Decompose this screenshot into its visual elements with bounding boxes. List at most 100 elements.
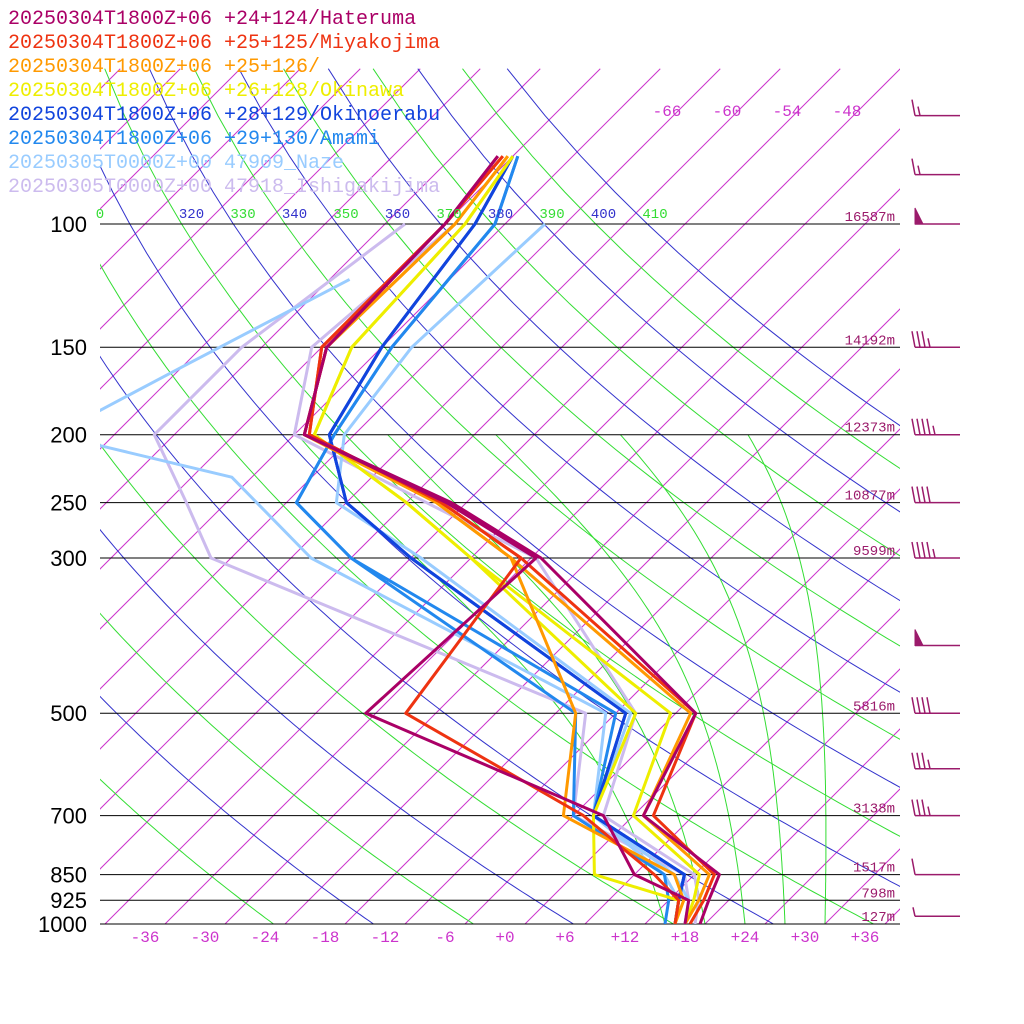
barb-flag: [921, 486, 926, 503]
isotherm-line: [100, 68, 361, 330]
isotherm-line: [644, 668, 900, 924]
barb-flag: [911, 331, 916, 348]
moist-adiabat-line: [495, 434, 746, 924]
pressure-label: 250: [50, 490, 87, 515]
x-tick-label: +30: [791, 929, 820, 947]
pressure-label: 700: [50, 803, 87, 828]
barb-flag: [911, 697, 916, 714]
barb-half-flag: [927, 806, 931, 816]
barb-half-flag: [927, 338, 931, 348]
dewpoint-profile: [100, 278, 681, 924]
moist-adiabat-line: [620, 434, 786, 924]
pressure-label: 850: [50, 862, 87, 887]
isotherm-line: [284, 308, 900, 924]
dry-adiabat-line: [506, 68, 900, 427]
temperature-profile: [302, 155, 721, 924]
dry-adiabat-line: [417, 68, 900, 513]
legend-entry: 20250304T1800Z+06 +28+129/Okinoerabu: [8, 104, 440, 127]
x-tick-label: -6: [435, 929, 454, 947]
x-tick-label: +36: [851, 929, 880, 947]
legend-entry: 20250304T1800Z+06 +25+125/Miyakojima: [8, 32, 440, 55]
x-tick-label: -30: [191, 929, 220, 947]
pressure-label: 500: [50, 701, 87, 726]
barb-flag: [916, 418, 921, 435]
x-tick-label: -36: [131, 929, 160, 947]
dry-adiabat-line: [148, 68, 900, 788]
wind-barb: [914, 207, 960, 225]
dry-adiabat-line: [193, 68, 900, 740]
temperature-profile: [302, 155, 711, 924]
barb-flag: [926, 697, 931, 714]
theta-label: 380: [488, 207, 513, 223]
x-tick-label: +12: [611, 929, 640, 947]
theta-label: 360: [385, 207, 410, 223]
dewpoint-profile: [152, 222, 691, 924]
temperature-profile: [327, 155, 686, 924]
isotherm-line: [704, 728, 900, 924]
barb-flag: [926, 418, 931, 435]
isotherm-line: [100, 68, 900, 870]
isotherm-line: [100, 68, 661, 630]
pressure-label: 200: [50, 423, 87, 448]
dry-adiabat-line: [100, 695, 374, 924]
barb-flag: [911, 158, 916, 175]
legend-entry: 20250305T0000Z+00 47918_Ishigakijima: [8, 176, 440, 199]
upper-isotherm-label: -66: [653, 103, 682, 121]
upper-isotherm-label: -48: [833, 103, 862, 121]
barb-half-flag: [932, 425, 936, 435]
dry-adiabat-line: [327, 68, 900, 602]
height-label: 5816m: [853, 699, 895, 715]
pressure-label: 925: [50, 888, 87, 913]
theta-label: 370: [436, 207, 461, 223]
temperature-profile: [307, 155, 716, 924]
isotherm-line: [100, 68, 781, 750]
isotherm-line: [404, 428, 900, 924]
height-label: 798m: [861, 886, 895, 902]
axis-labels: 100 16587m 150 14192m 200 12373m 250 10877m 300 9…: [38, 103, 895, 947]
legend-entry: 20250304T1800Z+06 +26+128/Okinawa: [8, 80, 404, 103]
pressure-label: 150: [50, 335, 87, 360]
height-label: 127m: [861, 910, 895, 926]
wind-barb: [911, 752, 960, 770]
wind-barb: [911, 158, 960, 176]
barb-half-flag: [917, 165, 921, 175]
theta-label: 330: [230, 207, 255, 223]
upper-isotherm-label: -54: [773, 103, 802, 121]
barb-flag: [916, 331, 921, 348]
legend-entry: 20250305T0000Z+00 47909_Naze: [8, 152, 344, 175]
dry-adiabat-line: [100, 778, 274, 924]
height-label: 9599m: [853, 544, 895, 560]
barb-flag: [911, 858, 916, 875]
theta-label: 390: [539, 207, 564, 223]
height-label: 12373m: [845, 421, 895, 437]
barb-flag: [916, 697, 921, 714]
legend: 20250304T1800Z+06 +24+124/Hateruma202503…: [8, 8, 440, 199]
barb-flag: [921, 752, 926, 769]
moist-adiabat-line: [747, 434, 827, 924]
theta-label: 400: [591, 207, 616, 223]
isotherm-line: [100, 68, 301, 270]
barb-half-flag: [912, 907, 916, 917]
x-tick-label: +18: [671, 929, 700, 947]
theta-label: 410: [642, 207, 667, 223]
dry-adiabat-line: [104, 68, 900, 837]
barb-flag: [911, 418, 916, 435]
legend-entry: 20250304T1800Z+06 +29+130/Amami: [8, 128, 380, 151]
pressure-label: 1000: [38, 912, 87, 937]
legend-entry: 20250304T1800Z+06 +24+124/Hateruma: [8, 8, 416, 31]
wind-barb: [914, 629, 960, 647]
isotherm-line: [100, 68, 541, 510]
barb-flag: [911, 752, 916, 769]
barb-half-flag: [917, 106, 921, 116]
pressure-lines: [100, 223, 900, 925]
isotherm-line: [344, 368, 900, 924]
barb-flag: [911, 799, 916, 816]
dry-adiabat-line: [100, 528, 574, 924]
theta-label: 340: [282, 207, 307, 223]
wind-barb: [911, 99, 960, 117]
barb-flag: [926, 541, 931, 559]
wind-barb: [911, 541, 960, 559]
theta-label: 0: [96, 207, 104, 223]
barb-flag: [916, 799, 921, 816]
pressure-label: 300: [50, 546, 87, 571]
